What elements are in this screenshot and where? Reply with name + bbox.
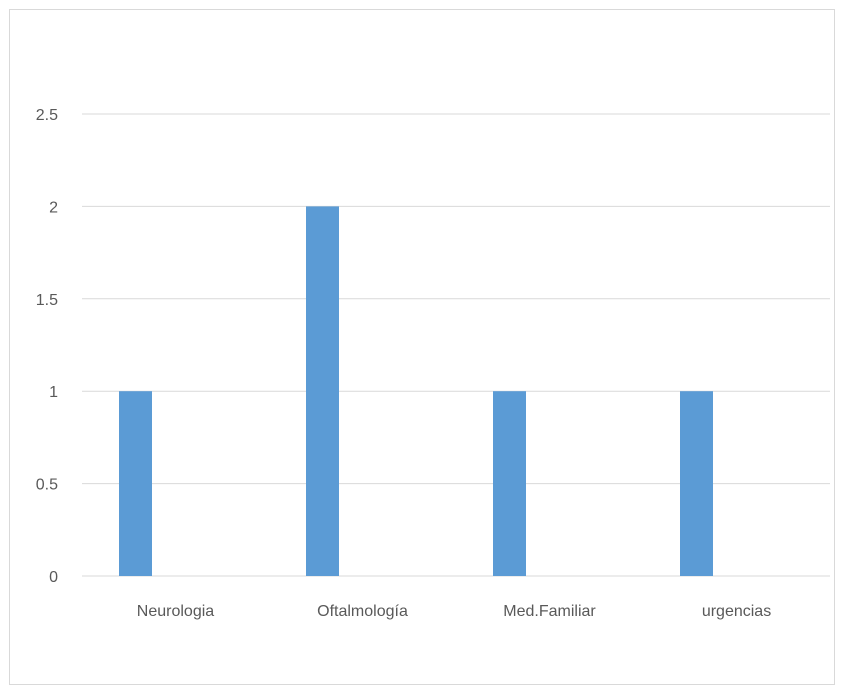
bar-med-familiar — [493, 391, 526, 576]
x-tick-label: Oftalmología — [317, 603, 408, 620]
y-tick-label: 0.5 — [36, 477, 58, 494]
y-tick-label: 0 — [49, 569, 58, 586]
bar-neurologia — [119, 391, 152, 576]
gridlines — [82, 113, 830, 577]
x-tick-label: urgencias — [702, 603, 771, 620]
y-tick-label: 2.5 — [36, 107, 58, 124]
bars — [119, 206, 713, 576]
y-tick-label: 1.5 — [36, 292, 58, 309]
bar-urgencias — [680, 391, 713, 576]
x-tick-label: Med.Familiar — [503, 603, 596, 620]
y-tick-label: 2 — [49, 199, 58, 216]
y-axis-labels: 0 0.5 1 1.5 2 2.5 — [36, 107, 58, 586]
x-tick-label: Neurologia — [137, 603, 214, 620]
bar-oftalmolog-a — [306, 206, 339, 576]
x-axis-labels: Neurologia Oftalmología Med.Familiar urgenc… — [137, 603, 771, 620]
y-tick-label: 1 — [49, 384, 58, 401]
